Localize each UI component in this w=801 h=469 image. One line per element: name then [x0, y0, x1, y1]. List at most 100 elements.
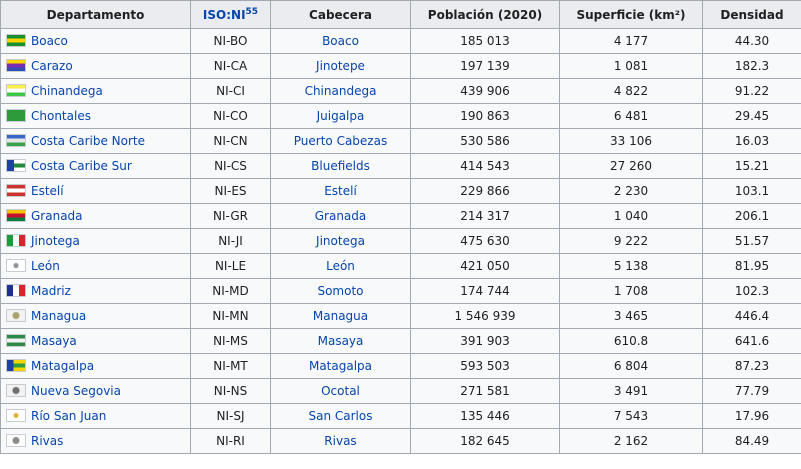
cell-iso: NI-ES [190, 178, 271, 204]
cabecera-link[interactable]: Managua [312, 309, 369, 323]
cell-cabecera: Somoto [270, 278, 411, 304]
table-row: Chontales NI-CO Juigalpa 190 863 6 481 29.45 [0, 103, 801, 129]
cabecera-link[interactable]: Chinandega [304, 84, 377, 98]
cell-superficie: 3 465 [559, 303, 703, 329]
table-row: Rivas NI-RI Rivas 182 645 2 162 84.49 [0, 428, 801, 454]
cabecera-link[interactable]: Bluefields [311, 159, 370, 173]
table-row: Masaya NI-MS Masaya 391 903 610.8 641.6 [0, 328, 801, 354]
cell-cabecera: Chinandega [270, 78, 411, 104]
departamento-link[interactable]: Río San Juan [31, 409, 107, 423]
cell-iso: NI-SJ [190, 403, 271, 429]
departamento-link[interactable]: Jinotega [31, 234, 80, 248]
cell-iso: NI-JI [190, 228, 271, 254]
header-departamento[interactable]: Departamento [0, 0, 191, 29]
cabecera-link[interactable]: Juigalpa [316, 109, 365, 123]
nueva-segovia-flag-icon [6, 384, 26, 397]
departamento-link[interactable]: Chontales [31, 109, 91, 123]
departamento-link[interactable]: Matagalpa [31, 359, 95, 373]
cell-poblacion: 214 317 [410, 203, 560, 229]
cell-superficie: 7 543 [559, 403, 703, 429]
cell-iso: NI-LE [190, 253, 271, 279]
cell-poblacion: 271 581 [410, 378, 560, 404]
departamento-link[interactable]: Nueva Segovia [31, 384, 121, 398]
cabecera-link[interactable]: Masaya [317, 334, 364, 348]
cabecera-link[interactable]: San Carlos [308, 409, 373, 423]
madriz-flag-icon [6, 284, 26, 297]
departamento-link[interactable]: Costa Caribe Norte [31, 134, 145, 148]
cell-poblacion: 135 446 [410, 403, 560, 429]
cell-departamento: Rivas [0, 428, 191, 454]
cell-poblacion: 182 645 [410, 428, 560, 454]
cell-superficie: 33 106 [559, 128, 703, 154]
cell-cabecera: Jinotega [270, 228, 411, 254]
header-iso[interactable]: ISO:NI55 [190, 0, 271, 29]
cabecera-link[interactable]: Somoto [317, 284, 364, 298]
table-row: Boaco NI-BO Boaco 185 013 4 177 44.30 [0, 28, 801, 54]
departamento-link[interactable]: Chinandega [31, 84, 103, 98]
cell-departamento: Masaya [0, 328, 191, 354]
table-row: Madriz NI-MD Somoto 174 744 1 708 102.3 [0, 278, 801, 304]
cell-superficie: 2 230 [559, 178, 703, 204]
departamento-link[interactable]: Madriz [31, 284, 71, 298]
cabecera-link[interactable]: Jinotega [316, 234, 365, 248]
departamento-link[interactable]: Costa Caribe Sur [31, 159, 132, 173]
cabecera-link[interactable]: Estelí [324, 184, 357, 198]
header-superficie[interactable]: Superficie (km²) [559, 0, 703, 29]
masaya-flag-icon [6, 334, 26, 347]
departamento-link[interactable]: Granada [31, 209, 83, 223]
cell-poblacion: 475 630 [410, 228, 560, 254]
cell-cabecera: Estelí [270, 178, 411, 204]
cell-cabecera: Managua [270, 303, 411, 329]
header-iso-link[interactable]: ISO:NI [202, 7, 246, 22]
table-row: León NI-LE León 421 050 5 138 81.95 [0, 253, 801, 279]
departamento-link[interactable]: Managua [31, 309, 87, 323]
cabecera-link[interactable]: Puerto Cabezas [293, 134, 388, 148]
cell-departamento: Jinotega [0, 228, 191, 254]
cell-departamento: Costa Caribe Norte [0, 128, 191, 154]
cell-superficie: 9 222 [559, 228, 703, 254]
cell-superficie: 1 708 [559, 278, 703, 304]
cabecera-link[interactable]: Boaco [322, 34, 359, 48]
matagalpa-flag-icon [6, 359, 26, 372]
cabecera-link[interactable]: Granada [314, 209, 367, 223]
cell-densidad: 16.03 [702, 128, 801, 154]
departamento-link[interactable]: Masaya [31, 334, 77, 348]
departments-table: Departamento ISO:NI55 Cabecera Población… [0, 0, 801, 454]
boaco-flag-icon [6, 34, 26, 47]
departamento-link[interactable]: Boaco [31, 34, 68, 48]
cell-departamento: Estelí [0, 178, 191, 204]
header-densidad[interactable]: Densidad [702, 0, 801, 29]
cell-densidad: 103.1 [702, 178, 801, 204]
header-poblacion[interactable]: Población (2020) [410, 0, 560, 29]
cell-poblacion: 185 013 [410, 28, 560, 54]
cell-poblacion: 1 546 939 [410, 303, 560, 329]
departamento-link[interactable]: León [31, 259, 60, 273]
cell-cabecera: Matagalpa [270, 353, 411, 379]
cell-poblacion: 421 050 [410, 253, 560, 279]
departamento-link[interactable]: Estelí [31, 184, 64, 198]
chontales-flag-icon [6, 109, 26, 122]
departamento-link[interactable]: Rivas [31, 434, 64, 448]
leon-flag-icon [6, 259, 26, 272]
cabecera-link[interactable]: Matagalpa [308, 359, 373, 373]
cabecera-link[interactable]: Rivas [324, 434, 357, 448]
rio-san-juan-flag-icon [6, 409, 26, 422]
cell-poblacion: 229 866 [410, 178, 560, 204]
cell-iso: NI-CS [190, 153, 271, 179]
cell-cabecera: Jinotepe [270, 53, 411, 79]
cell-densidad: 206.1 [702, 203, 801, 229]
jinotega-flag-icon [6, 234, 26, 247]
departamento-link[interactable]: Carazo [31, 59, 73, 73]
cell-superficie: 610.8 [559, 328, 703, 354]
cell-iso: NI-RI [190, 428, 271, 454]
cabecera-link[interactable]: León [326, 259, 355, 273]
header-cabecera[interactable]: Cabecera [270, 0, 411, 29]
cabecera-link[interactable]: Ocotal [321, 384, 360, 398]
cell-departamento: Chinandega [0, 78, 191, 104]
table-row: Costa Caribe Norte NI-CN Puerto Cabezas 530… [0, 128, 801, 154]
cell-poblacion: 197 139 [410, 53, 560, 79]
iso-reference-link[interactable]: 55 [245, 6, 259, 17]
cell-poblacion: 530 586 [410, 128, 560, 154]
cell-iso: NI-MT [190, 353, 271, 379]
cabecera-link[interactable]: Jinotepe [316, 59, 365, 73]
